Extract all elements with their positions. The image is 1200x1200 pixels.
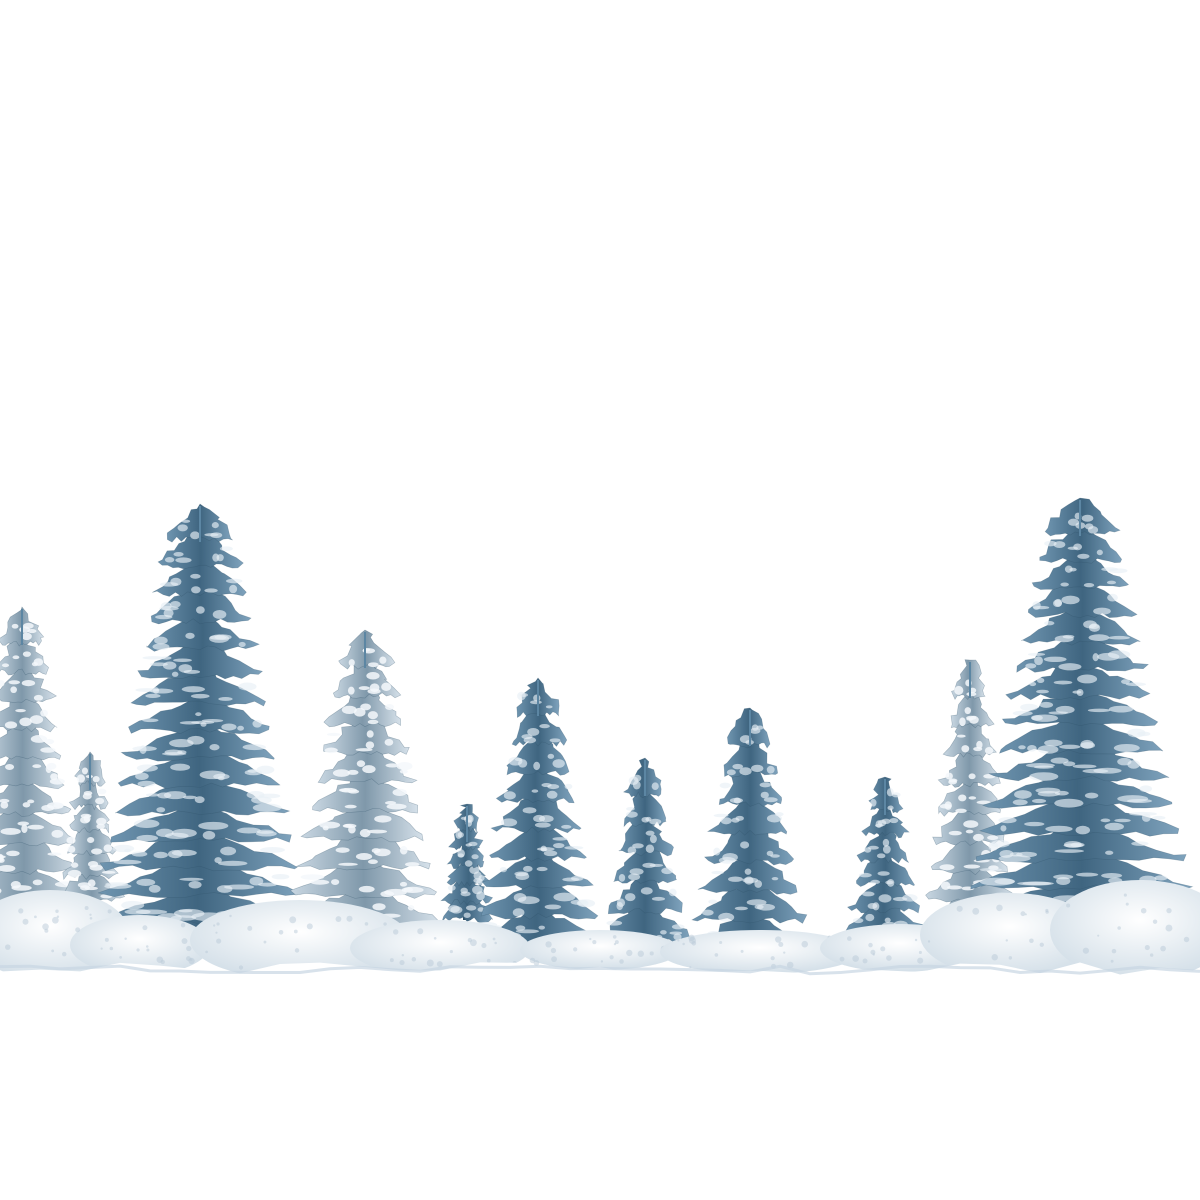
snow-ground bbox=[0, 880, 1200, 1200]
spruce-tree bbox=[440, 803, 494, 924]
spruce-tree bbox=[0, 606, 86, 904]
spruce-tree bbox=[89, 503, 317, 953]
spruce-tree bbox=[687, 707, 814, 953]
snow-shrub bbox=[660, 930, 860, 974]
trees-layer bbox=[0, 497, 1197, 953]
snow-shrub bbox=[190, 900, 410, 980]
spruce-tree bbox=[843, 776, 924, 939]
spruce-tree bbox=[469, 677, 603, 948]
snow-shrub bbox=[70, 915, 210, 975]
snow-shrub bbox=[1050, 880, 1200, 980]
spruce-tree bbox=[963, 497, 1197, 919]
spruce-tree bbox=[597, 757, 691, 944]
snow-shrub bbox=[520, 930, 680, 970]
snow-shadow-line bbox=[0, 964, 1200, 976]
snow-field bbox=[0, 962, 1200, 1200]
spruce-tree bbox=[58, 751, 126, 904]
spruce-tree bbox=[289, 629, 441, 929]
spruce-tree bbox=[922, 659, 1016, 934]
